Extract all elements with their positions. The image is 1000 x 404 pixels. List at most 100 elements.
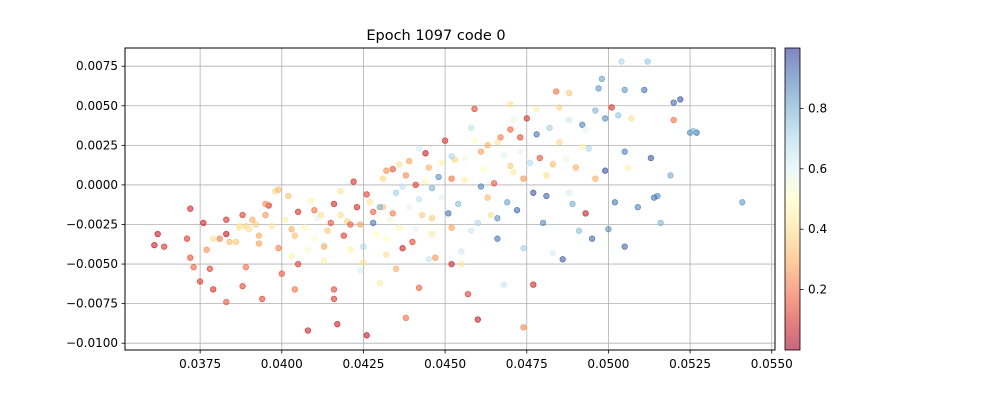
data-point <box>435 173 442 181</box>
data-point <box>415 145 423 152</box>
data-point <box>588 235 596 242</box>
data-point <box>455 200 462 208</box>
data-point <box>223 216 230 223</box>
data-point <box>200 219 207 227</box>
data-point <box>507 162 514 170</box>
data-point <box>546 124 553 132</box>
data-point <box>556 139 563 146</box>
data-point <box>487 211 494 219</box>
data-point <box>363 332 370 339</box>
y-tick-label: −0.0075 <box>66 297 118 311</box>
data-point <box>291 232 298 239</box>
data-point <box>621 148 628 155</box>
data-point <box>311 235 318 242</box>
data-point <box>337 211 344 219</box>
data-point <box>386 216 393 223</box>
data-point <box>308 197 315 204</box>
data-point <box>507 126 514 133</box>
data-point <box>370 208 377 215</box>
data-point <box>530 189 537 196</box>
data-point <box>481 165 488 173</box>
data-point <box>448 224 455 231</box>
data-point <box>500 151 508 158</box>
data-point <box>650 194 658 201</box>
data-point <box>484 142 491 149</box>
data-point <box>376 279 383 287</box>
data-point <box>670 99 677 106</box>
data-point <box>566 89 573 97</box>
data-point <box>363 191 370 198</box>
data-point <box>366 199 374 206</box>
data-point <box>448 260 455 268</box>
data-point <box>647 154 655 162</box>
data-point <box>389 210 396 217</box>
data-point <box>278 270 285 277</box>
data-point <box>585 145 592 152</box>
data-point <box>579 121 586 128</box>
data-point <box>383 235 390 242</box>
x-tick-label: 0.0500 <box>587 357 629 371</box>
data-point <box>203 246 210 253</box>
chart-title: Epoch 1097 code 0 <box>366 28 505 44</box>
data-point <box>595 85 602 92</box>
data-point <box>330 286 338 293</box>
data-point <box>618 58 625 65</box>
data-point <box>275 186 282 193</box>
data-point <box>425 164 432 171</box>
y-tick-label: 0.0000 <box>76 178 118 192</box>
data-point <box>373 230 380 238</box>
data-point <box>523 115 530 122</box>
data-point <box>327 219 334 227</box>
data-point <box>602 115 609 122</box>
data-point <box>441 137 449 144</box>
data-point <box>406 158 413 165</box>
colorbar-tick-label: 0.4 <box>808 222 827 236</box>
colorbar-tick-label: 0.6 <box>808 162 827 176</box>
data-point <box>559 256 566 263</box>
data-point <box>526 159 534 166</box>
data-point <box>461 177 468 184</box>
data-point <box>321 257 328 265</box>
data-point <box>517 134 524 141</box>
data-point <box>268 222 276 230</box>
data-points <box>151 58 746 339</box>
data-point <box>324 227 331 234</box>
data-point <box>396 161 403 168</box>
data-point <box>317 211 325 219</box>
data-point <box>592 107 599 114</box>
data-point <box>438 159 445 166</box>
data-point <box>330 295 338 303</box>
data-point <box>210 235 217 242</box>
data-point <box>350 178 357 185</box>
data-point <box>533 105 540 113</box>
data-point <box>281 216 289 223</box>
data-point <box>471 105 478 113</box>
data-point <box>690 127 697 135</box>
data-point <box>474 316 481 323</box>
data-point <box>634 203 641 211</box>
data-point <box>539 219 547 227</box>
data-point <box>347 246 354 253</box>
data-point <box>406 203 413 211</box>
data-point <box>461 154 468 162</box>
data-point <box>494 215 501 222</box>
data-point <box>624 164 632 171</box>
data-point <box>474 219 481 227</box>
data-point <box>396 224 403 231</box>
data-point <box>183 235 191 242</box>
data-point <box>484 194 491 201</box>
data-point <box>347 221 354 228</box>
x-tick-label: 0.0525 <box>669 357 711 371</box>
data-point <box>477 148 485 155</box>
data-point <box>360 259 367 266</box>
data-point <box>151 241 158 249</box>
data-point <box>592 175 599 182</box>
data-point <box>255 232 263 239</box>
colorbar-tick-label: 0.2 <box>808 283 827 297</box>
data-point <box>549 249 557 257</box>
data-point <box>553 88 560 95</box>
data-point <box>285 192 292 200</box>
colorbar: 0.2 0.4 0.6 0.8 <box>784 47 827 351</box>
data-point <box>239 211 246 219</box>
data-point <box>533 131 540 138</box>
